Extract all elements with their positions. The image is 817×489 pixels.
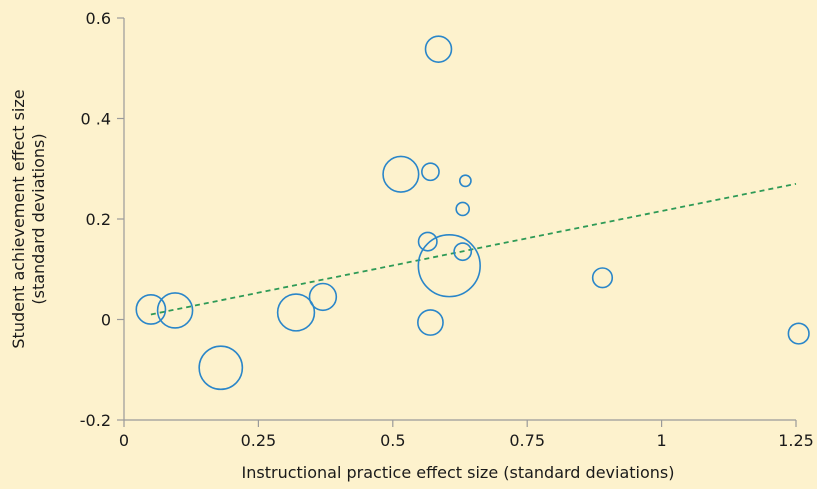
ticks: -0.2 0 0.2 0 .4 0.6 0 0.25 0.5 0.75 1 1.25 xyxy=(80,9,814,450)
y-tick-label: 0.6 xyxy=(86,9,111,28)
y-axis-title-line-1: Student achievement effect size xyxy=(9,89,28,348)
data-point-bubble xyxy=(424,35,453,63)
y-tick-label: 0 .4 xyxy=(80,110,111,129)
trendline xyxy=(150,182,797,316)
axes xyxy=(123,18,796,421)
data-point-bubble xyxy=(156,292,194,329)
data-point-bubble xyxy=(417,231,438,252)
y-axis-title-line-2: (standard deviations) xyxy=(29,133,48,304)
data-point-bubble xyxy=(787,322,810,345)
x-tick-label: 1.25 xyxy=(778,431,814,450)
x-tick-label: 0.25 xyxy=(241,431,277,450)
y-tick-label: 0 xyxy=(101,311,111,330)
axis-titles: Instructional practice effect size (stan… xyxy=(9,89,674,482)
data-point-bubble xyxy=(417,309,444,336)
y-tick-label: 0.2 xyxy=(86,210,111,229)
x-tick-label: 0 xyxy=(119,431,129,450)
data-point-bubble xyxy=(591,267,614,289)
trendline-group xyxy=(150,182,797,316)
data-point-bubble xyxy=(417,234,481,298)
x-tick-label: 0.75 xyxy=(509,431,545,450)
x-tick-label: 0.5 xyxy=(380,431,405,450)
bubbles xyxy=(135,35,810,391)
x-tick-label: 1 xyxy=(657,431,667,450)
data-point-bubble xyxy=(455,201,470,217)
y-tick-label: -0.2 xyxy=(80,411,111,430)
data-point-bubble xyxy=(382,155,420,193)
data-point-bubble xyxy=(453,242,473,262)
data-point-bubble xyxy=(198,345,244,391)
data-point-bubble xyxy=(135,294,167,325)
data-point-bubble xyxy=(458,174,472,188)
data-point-bubble xyxy=(308,282,338,312)
data-point-bubble xyxy=(276,293,316,332)
x-axis-title: Instructional practice effect size (stan… xyxy=(242,463,675,482)
data-point-bubble xyxy=(421,162,440,182)
